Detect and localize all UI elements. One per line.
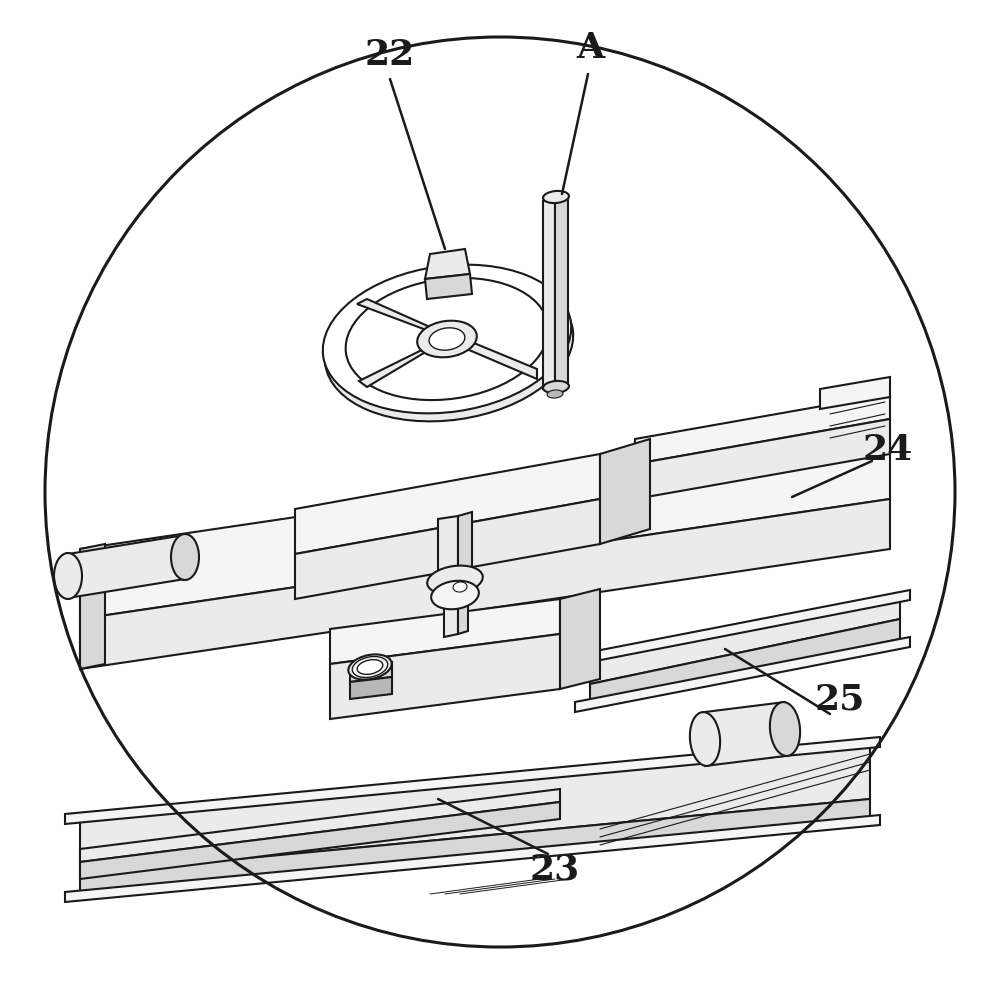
Polygon shape	[357, 300, 445, 337]
Polygon shape	[350, 663, 392, 682]
Text: 23: 23	[530, 852, 580, 886]
Ellipse shape	[54, 553, 82, 599]
Ellipse shape	[323, 265, 571, 414]
Ellipse shape	[357, 660, 383, 674]
Polygon shape	[820, 378, 890, 409]
Polygon shape	[295, 500, 600, 599]
Polygon shape	[600, 440, 650, 544]
Polygon shape	[65, 815, 880, 902]
Ellipse shape	[453, 583, 467, 593]
Polygon shape	[359, 339, 444, 387]
Polygon shape	[350, 677, 392, 699]
Polygon shape	[295, 455, 600, 554]
Ellipse shape	[325, 273, 573, 422]
Polygon shape	[80, 544, 105, 669]
Ellipse shape	[770, 702, 800, 756]
Ellipse shape	[346, 279, 548, 400]
Polygon shape	[543, 200, 555, 389]
Ellipse shape	[171, 534, 199, 581]
Polygon shape	[560, 590, 600, 689]
Ellipse shape	[543, 382, 569, 393]
Polygon shape	[635, 394, 890, 464]
Text: 24: 24	[863, 433, 913, 466]
Polygon shape	[80, 744, 870, 875]
Ellipse shape	[417, 321, 477, 358]
Polygon shape	[68, 535, 185, 599]
Polygon shape	[80, 800, 870, 894]
Ellipse shape	[348, 655, 392, 680]
Ellipse shape	[431, 581, 479, 609]
Polygon shape	[452, 334, 537, 380]
Polygon shape	[330, 634, 560, 719]
Polygon shape	[635, 420, 890, 500]
Polygon shape	[458, 590, 468, 634]
Ellipse shape	[547, 390, 563, 398]
Ellipse shape	[427, 566, 483, 595]
Ellipse shape	[352, 657, 388, 677]
Polygon shape	[590, 595, 900, 684]
Ellipse shape	[543, 191, 569, 204]
Polygon shape	[330, 599, 560, 665]
Polygon shape	[65, 738, 880, 824]
Polygon shape	[80, 500, 890, 669]
Polygon shape	[80, 789, 560, 862]
Text: 25: 25	[815, 682, 865, 716]
Polygon shape	[425, 275, 472, 300]
Polygon shape	[575, 591, 910, 666]
Polygon shape	[438, 517, 458, 602]
Text: 22: 22	[365, 38, 415, 72]
Ellipse shape	[348, 285, 550, 406]
Polygon shape	[590, 619, 900, 704]
Ellipse shape	[690, 712, 720, 766]
Ellipse shape	[429, 328, 465, 351]
Polygon shape	[80, 430, 890, 619]
Polygon shape	[705, 702, 785, 766]
Polygon shape	[444, 593, 458, 637]
Polygon shape	[575, 637, 910, 712]
Polygon shape	[458, 513, 472, 599]
Polygon shape	[555, 197, 568, 387]
Polygon shape	[80, 803, 560, 880]
Polygon shape	[425, 249, 470, 280]
Text: A: A	[576, 31, 604, 65]
